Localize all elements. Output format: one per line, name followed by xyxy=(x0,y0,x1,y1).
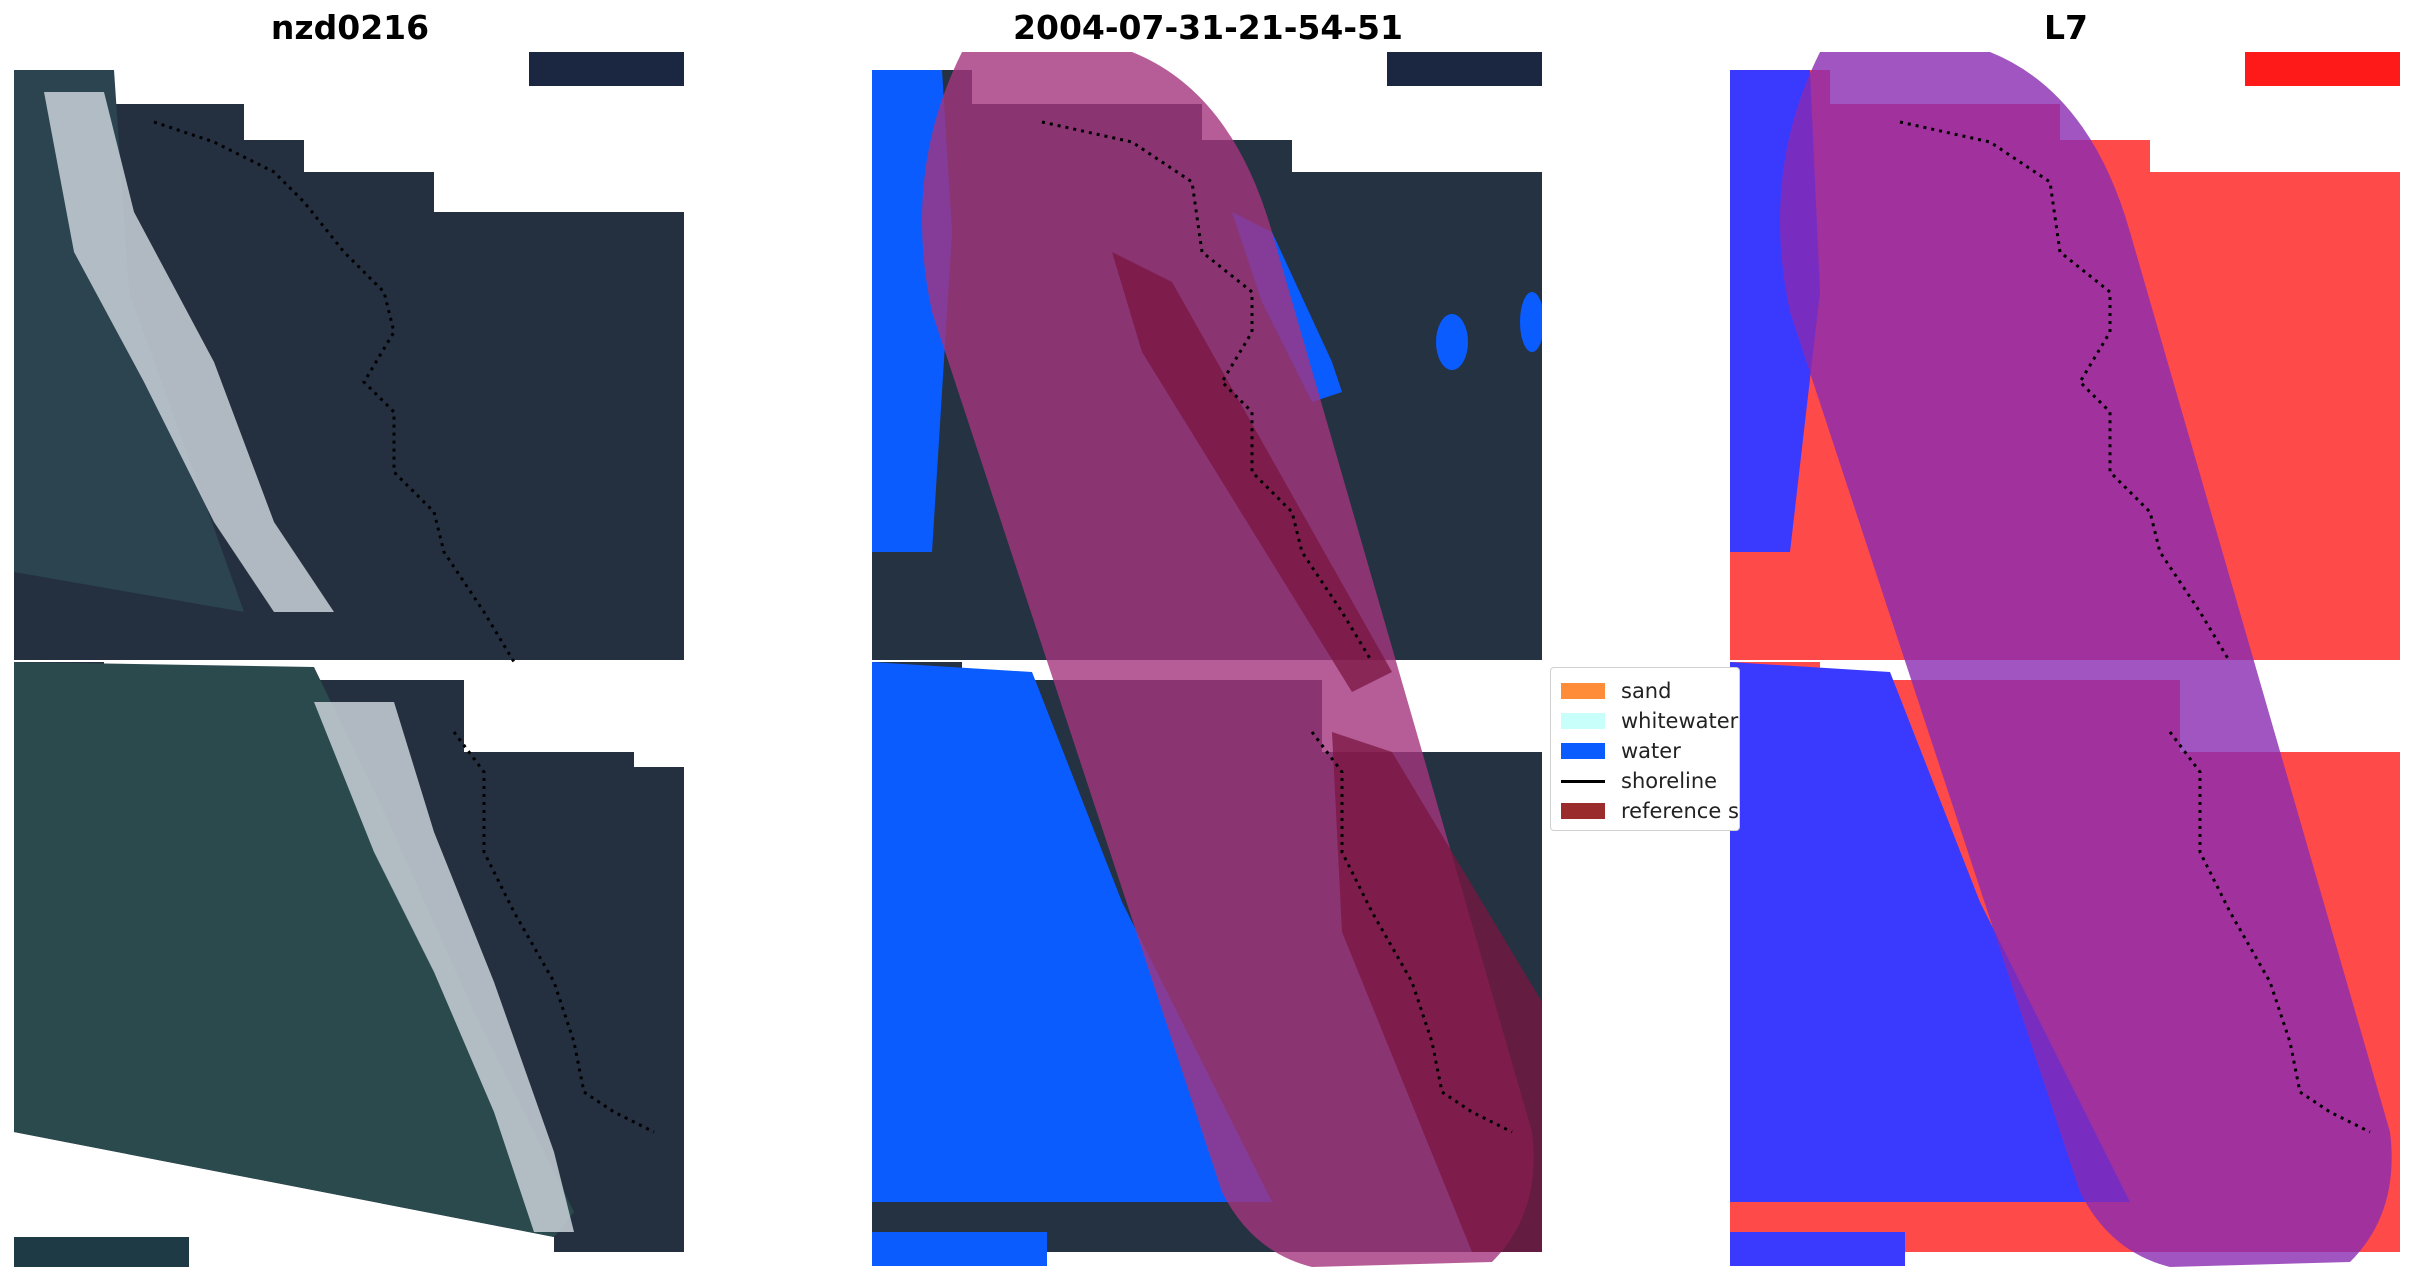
legend-label-whitewater: whitewater xyxy=(1621,709,1739,733)
legend-label-sand: sand xyxy=(1621,679,1672,703)
index-buffer xyxy=(1780,52,2392,1267)
class-top-corner xyxy=(1387,52,1542,86)
legend-line-shoreline xyxy=(1561,779,1605,783)
panel-title-classified: 2004-07-31-21-54-51 xyxy=(1013,8,1403,47)
index-image xyxy=(1730,52,2400,1267)
index-image-panel xyxy=(1730,52,2400,1274)
rgb-bottom-surf xyxy=(314,702,574,1232)
legend-label-shoreline: shoreline xyxy=(1621,769,1718,793)
rgb-top-corner xyxy=(529,52,684,86)
panel-title-rgb: nzd0216 xyxy=(270,8,430,47)
class-bottom-corner xyxy=(872,1232,1047,1266)
legend-swatch-water xyxy=(1561,743,1605,759)
rgb-image-panel xyxy=(14,52,684,1274)
legend: sand whitewater water shoreline referenc… xyxy=(1550,667,1740,831)
rgb-bottom-corner xyxy=(14,1237,189,1267)
classified-image-panel xyxy=(872,52,1542,1274)
rgb-top-surf xyxy=(44,92,334,612)
legend-item-sand: sand xyxy=(1561,676,1739,706)
index-bottom-corner xyxy=(1730,1232,1905,1266)
legend-swatch-sand xyxy=(1561,683,1605,699)
legend-swatch-reference-shoreline-buffer xyxy=(1561,803,1605,819)
legend-swatch-whitewater xyxy=(1561,713,1605,729)
legend-item-shoreline: shoreline xyxy=(1561,766,1739,796)
class-water-blob-2 xyxy=(1436,314,1468,370)
legend-item-reference-shoreline-buffer: reference shoreline buffer xyxy=(1561,796,1739,826)
legend-item-water: water xyxy=(1561,736,1739,766)
rgb-image xyxy=(14,52,684,1267)
index-top-corner xyxy=(2245,52,2400,86)
rgb-bottom-sea xyxy=(14,662,574,1237)
class-water-blob-3 xyxy=(1520,292,1542,352)
class-bottom-water xyxy=(872,662,1272,1202)
legend-item-whitewater: whitewater xyxy=(1561,706,1739,736)
legend-label-reference-shoreline-buffer: reference shoreline buffer xyxy=(1621,799,1739,823)
panel-title-index: L7 xyxy=(2044,8,2088,47)
classified-image xyxy=(872,52,1542,1267)
index-bottom-water xyxy=(1730,662,2130,1202)
legend-label-water: water xyxy=(1621,739,1681,763)
rgb-shoreline xyxy=(153,120,516,663)
